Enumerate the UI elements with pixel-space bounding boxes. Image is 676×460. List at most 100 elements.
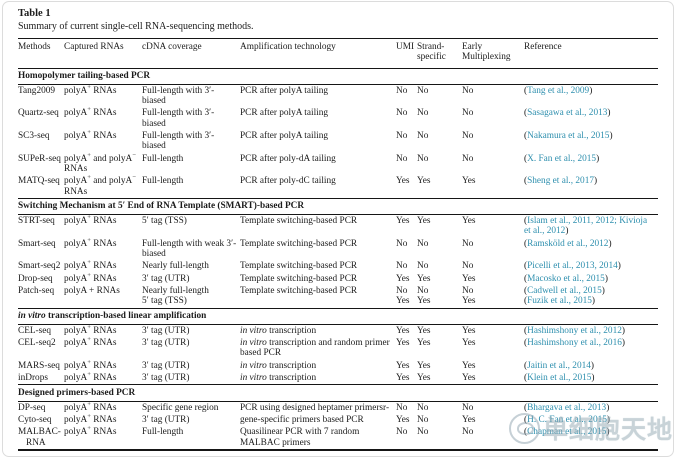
column-header: UMI xyxy=(396,42,415,52)
cell-reference: (Bhargava et al., 2013) xyxy=(524,401,658,414)
cell-umi: Yes xyxy=(396,325,410,336)
cell-strand-specific: Yes xyxy=(417,216,431,227)
reference-link[interactable]: Sheng et al., 2017 xyxy=(527,176,594,187)
cell-amplification: Template switching-based PCR xyxy=(240,261,358,272)
cell-captured-rnas: polyA+ RNAs xyxy=(64,400,117,413)
cell-umi: Yes xyxy=(396,176,410,187)
cell-cdna-coverage: Nearly full-length xyxy=(142,261,209,272)
cell-method: CEL-seq2 xyxy=(18,338,56,349)
cell-captured-rnas: polyA+ RNAs xyxy=(64,259,117,272)
cell-amplification: Template switching-based PCR xyxy=(240,216,358,227)
table-row: Smart-seq2 polyA+ RNAs Nearly full-length T… xyxy=(18,260,658,272)
section-header: Homopolymer tailing-based PCR xyxy=(18,67,658,85)
cell-method: SC3-seq xyxy=(18,131,50,142)
cell-amplification: Template switching-based PCR xyxy=(240,273,358,284)
table-row: Smart-seq polyA+ RNAs Full-length with wea… xyxy=(18,236,658,261)
section-header-row: Homopolymer tailing-based PCR xyxy=(18,67,658,85)
reference-link[interactable]: Cadwell et al., 2015 xyxy=(527,285,602,296)
cell-cdna-coverage: 3′ tag (UTR) xyxy=(142,325,190,336)
cell-cdna-coverage: Full-length xyxy=(142,153,184,164)
reference-link[interactable]: Ramsköld et al., 2012 xyxy=(527,238,609,249)
cell-captured-rnas: polyA+ RNAs xyxy=(64,236,117,249)
cell-amplification: PCR after poly-dC tailing xyxy=(240,176,336,187)
cell-umi: No xyxy=(396,427,408,438)
section-header: Switching Mechanism at 5′ End of RNA Tem… xyxy=(18,197,658,216)
cell-umi: Yes xyxy=(396,414,410,425)
cell-method: DP-seq xyxy=(18,402,46,413)
reference-link[interactable]: Hashimshony et al., 2012 xyxy=(527,325,622,336)
table-row: Patch-seq polyA + RNAs Nearly full-length 5… xyxy=(18,285,658,308)
cell-method: inDrops xyxy=(18,373,48,384)
cell-cdna-coverage: 3′ tag (UTR) xyxy=(142,373,190,384)
reference: (Bhargava et al., 2013) xyxy=(524,402,610,413)
cell-amplification: in vitro transcription xyxy=(240,373,317,384)
table-row: CEL-seq2 polyA+ RNAs 3′ tag (UTR) in vitro … xyxy=(18,336,658,360)
cell-captured-rnas: polyA+ RNAs xyxy=(64,106,117,119)
reference-link[interactable]: Jaitin et al., 2014 xyxy=(527,360,591,371)
section-header-row: in vitro transcription-based linear ampl… xyxy=(18,307,658,325)
column-header: Methods xyxy=(18,42,51,52)
cell-umi: Yes xyxy=(396,273,410,284)
reference-link[interactable]: Bhargava et al., 2013 xyxy=(527,402,607,413)
cell-cdna-coverage: Full-length xyxy=(142,427,184,438)
cell-method: CEL-seq xyxy=(18,325,52,336)
cell-reference: (Hashimshony et al., 2016) xyxy=(524,337,658,360)
cell-reference: (Sasagawa et al., 2013) xyxy=(524,107,658,130)
section-header: in vitro transcription-based linear ampl… xyxy=(18,307,658,325)
reference: (Fuzik et al., 2015) xyxy=(524,296,596,307)
cell-captured-rnas: polyA+ RNAs xyxy=(64,271,117,284)
cell-strand-specific: Yes xyxy=(417,325,431,336)
cell-amplification: gene-specific primers based PCR xyxy=(240,414,364,425)
cell-captured-rnas: polyA+ RNAs xyxy=(64,370,117,384)
cell-amplification: PCR after poly-dA tailing xyxy=(240,153,336,164)
cell-method: MATQ-seq xyxy=(18,176,60,187)
table-row: Cyto-seq polyA+ RNAs 3′ tag (UTR) gene-spec… xyxy=(18,413,658,426)
cell-reference: (Picelli et al., 2013, 2014) xyxy=(524,260,658,272)
cell-cdna-coverage: Full-length with 3′-biased xyxy=(142,131,215,152)
reference-link[interactable]: Macosko et al., 2015 xyxy=(527,273,605,284)
cell-reference: (X. Fan et al., 2015) xyxy=(524,153,658,176)
reference-link[interactable]: Hashimshony et al., 2016 xyxy=(527,338,622,349)
cell-captured-rnas: polyA+ RNAs xyxy=(64,214,117,227)
reference: (Macosko et al., 2015) xyxy=(524,273,608,284)
cell-early-multiplexing: Yes xyxy=(462,360,476,371)
reference: (Hashimshony et al., 2012) xyxy=(524,325,625,336)
cell-strand-specific: Yes xyxy=(417,176,431,187)
cell-reference: (Islam et al., 2011, 2012; Kivioja et al… xyxy=(524,215,658,238)
reference-link[interactable]: Fuzik et al., 2015 xyxy=(527,296,592,307)
cell-method: Smart-seq xyxy=(18,238,56,249)
reference-link[interactable]: Klein et al., 2015 xyxy=(527,373,592,384)
reference: (Sheng et al., 2017) xyxy=(524,176,598,187)
cell-captured-rnas: polyA+ RNAs xyxy=(64,358,117,371)
reference-link[interactable]: Picelli et al., 2013, 2014 xyxy=(527,261,618,272)
reference-link[interactable]: Islam et al., 2011, 2012; Kivioja et al.… xyxy=(524,216,648,237)
cell-amplification: Template switching-based PCR xyxy=(240,285,358,296)
cell-amplification: in vitro transcription xyxy=(240,360,317,371)
cell-early-multiplexing: No xyxy=(462,402,474,413)
cell-umi: No xyxy=(396,108,408,119)
cell-method: Patch-seq xyxy=(18,285,55,296)
reference: (Cadwell et al., 2015) xyxy=(524,285,605,296)
reference: (Jaitin et al., 2014) xyxy=(524,360,594,371)
cell-umi: No Yes xyxy=(396,285,410,307)
reference-link[interactable]: Nakamura et al., 2015 xyxy=(527,131,610,142)
section-header-row: Designed primers-based PCR xyxy=(18,384,658,402)
cell-captured-rnas: polyA+ RNAs xyxy=(64,425,117,438)
cell-captured-rnas: polyA + RNAs xyxy=(64,285,120,296)
reference-link[interactable]: Sasagawa et al., 2013 xyxy=(527,108,608,119)
cell-umi: Yes xyxy=(396,338,410,349)
cell-reference: (Sheng et al., 2017) xyxy=(524,175,658,198)
methods-table: Methods Captured RNAs cDNA coverage Amplifi… xyxy=(18,38,658,451)
column-header: Early Multiplexing xyxy=(462,42,511,63)
cell-strand-specific: No xyxy=(417,427,429,438)
cell-cdna-coverage: Full-length xyxy=(142,176,184,187)
cell-captured-rnas: polyA+ RNAs xyxy=(64,323,117,336)
reference-link[interactable]: H. C. Fan et al., 2015 xyxy=(527,414,607,425)
cell-cdna-coverage: 3′ tag (UTR) xyxy=(142,414,190,425)
cell-method: Cyto-seq xyxy=(18,414,52,425)
reference: (H. C. Fan et al., 2015) xyxy=(524,414,611,425)
reference-link[interactable]: Chapman et al., 2015 xyxy=(527,427,607,438)
cell-reference: (Tang et al., 2009) xyxy=(524,84,658,107)
reference-link[interactable]: Tang et al., 2009 xyxy=(527,85,590,96)
reference-link[interactable]: X. Fan et al., 2015 xyxy=(527,153,597,164)
